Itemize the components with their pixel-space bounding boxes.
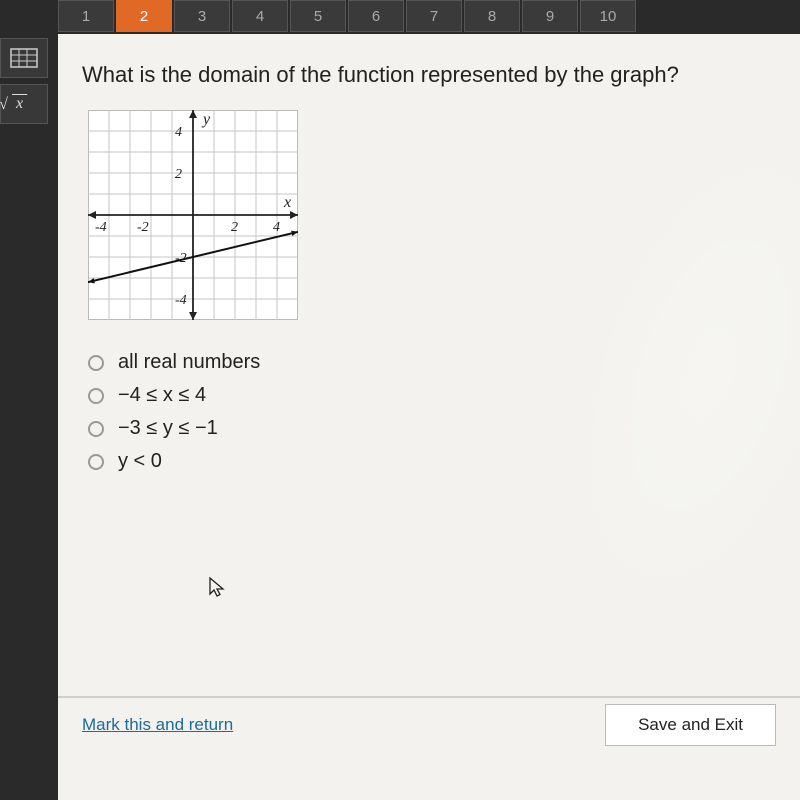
option-a[interactable]: all real numbers xyxy=(88,351,780,374)
graph: -4-224-4-224yx xyxy=(88,110,780,325)
option-label: −3 ≤ y ≤ −1 xyxy=(118,417,218,440)
option-label: all real numbers xyxy=(118,351,260,374)
sqrt-tool-icon[interactable]: x √ xyxy=(0,84,48,124)
footer-bar: Mark this and return Save and Exit xyxy=(58,696,800,752)
radio-icon xyxy=(88,421,104,437)
radio-icon xyxy=(88,454,104,470)
radio-icon xyxy=(88,355,104,371)
svg-text:4: 4 xyxy=(175,125,182,140)
question-text: What is the domain of the function repre… xyxy=(82,62,780,88)
option-label: −4 ≤ x ≤ 4 xyxy=(118,384,206,407)
tab-q2[interactable]: 2 xyxy=(116,0,172,32)
svg-text:-4: -4 xyxy=(175,293,187,308)
tab-q9[interactable]: 9 xyxy=(522,0,578,32)
tab-q5[interactable]: 5 xyxy=(290,0,346,32)
svg-text:y: y xyxy=(201,111,211,128)
svg-text:-2: -2 xyxy=(137,220,149,235)
tab-q6[interactable]: 6 xyxy=(348,0,404,32)
answer-options: all real numbers −4 ≤ x ≤ 4 −3 ≤ y ≤ −1 … xyxy=(88,351,780,473)
svg-text:-4: -4 xyxy=(95,220,107,235)
save-and-exit-button[interactable]: Save and Exit xyxy=(605,704,776,746)
tab-q8[interactable]: 8 xyxy=(464,0,520,32)
tab-q4[interactable]: 4 xyxy=(232,0,288,32)
side-toolbar: x √ xyxy=(0,38,52,124)
tab-q10[interactable]: 10 xyxy=(580,0,636,32)
tab-q7[interactable]: 7 xyxy=(406,0,462,32)
svg-text:2: 2 xyxy=(175,167,182,182)
svg-text:x: x xyxy=(283,194,291,211)
question-panel: What is the domain of the function repre… xyxy=(58,34,800,800)
svg-text:4: 4 xyxy=(273,220,280,235)
tab-q1[interactable]: 1 xyxy=(58,0,114,32)
option-label: y < 0 xyxy=(118,450,162,473)
calculator-tool-icon[interactable] xyxy=(0,38,48,78)
mark-and-return-link[interactable]: Mark this and return xyxy=(82,715,233,735)
cursor-icon xyxy=(208,576,226,604)
tab-q3[interactable]: 3 xyxy=(174,0,230,32)
option-b[interactable]: −4 ≤ x ≤ 4 xyxy=(88,384,780,407)
graph-svg: -4-224-4-224yx xyxy=(88,110,298,320)
question-tabs: 12345678910 xyxy=(58,0,636,32)
radio-icon xyxy=(88,388,104,404)
option-c[interactable]: −3 ≤ y ≤ −1 xyxy=(88,417,780,440)
option-d[interactable]: y < 0 xyxy=(88,450,780,473)
svg-text:2: 2 xyxy=(231,220,238,235)
